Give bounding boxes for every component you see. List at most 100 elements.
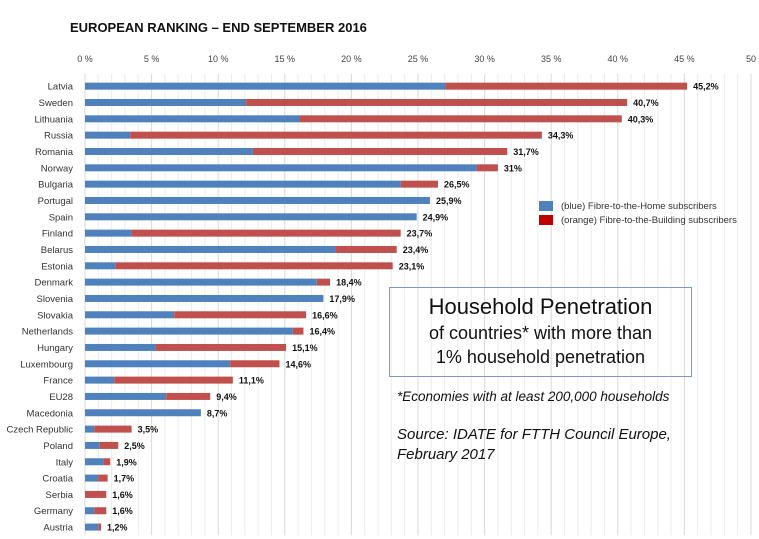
- bar-fttb: [155, 343, 287, 351]
- bar-fttb: [166, 392, 211, 400]
- x-tick-label: 5 %: [144, 54, 160, 64]
- bar-fttb: [98, 523, 101, 531]
- data-label: 9,4%: [216, 392, 237, 402]
- bar-ftth: [85, 392, 167, 400]
- category-label: Slovenia: [37, 294, 74, 305]
- x-tick-label: 10 %: [208, 54, 229, 64]
- legend-label: (blue) Fibre-to-the-Home subscribers: [561, 200, 717, 212]
- data-label: 3,5%: [138, 425, 159, 435]
- headline-box: Household Penetration of countries* with…: [389, 287, 692, 377]
- legend-item-fttb: (orange) Fibre-to-the-Building subscribe…: [539, 213, 737, 227]
- data-label: 16,4%: [309, 327, 335, 337]
- bar-ftth: [85, 343, 156, 351]
- bar-fttb: [130, 131, 542, 139]
- bar-ftth: [85, 409, 201, 417]
- x-tick-label: 40 %: [608, 54, 629, 64]
- x-tick-label: 0 %: [77, 54, 93, 64]
- bar-fttb: [400, 180, 438, 188]
- legend-label: (orange) Fibre-to-the-Building subscribe…: [561, 214, 737, 226]
- x-tick-label: 20 %: [341, 54, 362, 64]
- category-label: Poland: [43, 441, 73, 452]
- x-tick-label: 35 %: [541, 54, 562, 64]
- bar-ftth: [85, 82, 446, 90]
- bar-ftth: [85, 262, 116, 270]
- data-label: 8,7%: [207, 408, 228, 418]
- category-label: Hungary: [37, 343, 73, 354]
- bar-fttb: [94, 507, 107, 515]
- bar-fttb: [316, 278, 331, 286]
- data-label: 23,7%: [407, 229, 433, 239]
- bar-fttb: [98, 474, 108, 482]
- bar-fttb: [445, 82, 688, 90]
- bar-fttb: [252, 147, 508, 155]
- bar-fttb: [94, 425, 132, 433]
- x-tick-label: 25 %: [408, 54, 429, 64]
- bar-ftth: [85, 376, 115, 384]
- data-label: 34,3%: [548, 131, 574, 141]
- category-label: Estonia: [41, 261, 73, 272]
- data-label: 14,6%: [285, 359, 311, 369]
- bar-fttb: [85, 490, 107, 498]
- footnote: *Economies with at least 200,000 househo…: [397, 389, 670, 404]
- category-label: EU28: [49, 392, 73, 403]
- data-label: 1,7%: [114, 474, 135, 484]
- bar-ftth: [85, 131, 131, 139]
- bar-ftth: [85, 245, 336, 253]
- bar-fttb: [292, 327, 304, 335]
- x-tick-label: 45 %: [674, 54, 695, 64]
- data-label: 23,1%: [399, 261, 425, 271]
- category-label: Spain: [49, 212, 73, 223]
- x-tick-label: 15 %: [275, 54, 296, 64]
- x-tick-label: 50: [746, 54, 756, 64]
- bar-fttb: [174, 311, 307, 319]
- bar-fttb: [99, 441, 119, 449]
- subheadline-1: of countries* with more than: [428, 323, 653, 343]
- bar-fttb: [115, 262, 393, 270]
- bar-fttb: [103, 458, 111, 466]
- data-label: 18,4%: [336, 278, 362, 288]
- category-label: Portugal: [38, 196, 73, 207]
- category-label: Belarus: [41, 245, 73, 256]
- bar-ftth: [85, 278, 317, 286]
- data-label: 15,1%: [292, 343, 318, 353]
- bar-ftth: [85, 441, 100, 449]
- bar-ftth: [85, 196, 430, 204]
- category-label: France: [43, 376, 73, 387]
- category-label: Netherlands: [22, 327, 73, 338]
- chart-title: EUROPEAN RANKING – END SEPTEMBER 2016: [70, 20, 367, 35]
- legend: (blue) Fibre-to-the-Home subscribers (or…: [539, 199, 737, 227]
- data-label: 1,6%: [112, 506, 133, 516]
- category-label: Denmark: [34, 278, 73, 289]
- bar-ftth: [85, 213, 417, 221]
- bar-fttb: [131, 229, 401, 237]
- bar-fttb: [299, 115, 622, 123]
- headline: Household Penetration: [428, 294, 653, 319]
- data-label: 31,7%: [513, 147, 539, 157]
- category-label: Serbia: [46, 490, 74, 501]
- data-label: 1,2%: [107, 523, 128, 533]
- bar-ftth: [85, 523, 99, 531]
- data-label: 11,1%: [239, 376, 264, 386]
- category-label: Finland: [42, 229, 73, 240]
- category-label: Austria: [43, 523, 73, 534]
- category-label: Slovakia: [37, 310, 74, 321]
- category-label: Luxembourg: [20, 359, 73, 370]
- category-label: Norway: [41, 163, 73, 174]
- bar-ftth: [85, 98, 247, 106]
- bar-fttb: [230, 360, 280, 368]
- data-label: 45,2%: [693, 82, 719, 92]
- category-label: Czech Republic: [6, 425, 73, 436]
- bar-fttb: [335, 245, 397, 253]
- legend-item-ftth: (blue) Fibre-to-the-Home subscribers: [539, 199, 737, 213]
- data-label: 40,3%: [628, 114, 654, 124]
- bar-ftth: [85, 294, 324, 302]
- bar-ftth: [85, 164, 477, 172]
- subheadline-2: 1% household penetration: [435, 347, 646, 367]
- bar-ftth: [85, 360, 231, 368]
- data-label: 16,6%: [312, 310, 338, 320]
- category-label: Croatia: [42, 474, 73, 485]
- category-label: Lithuania: [34, 114, 73, 125]
- data-label: 40,7%: [633, 98, 659, 108]
- bar-ftth: [85, 458, 104, 466]
